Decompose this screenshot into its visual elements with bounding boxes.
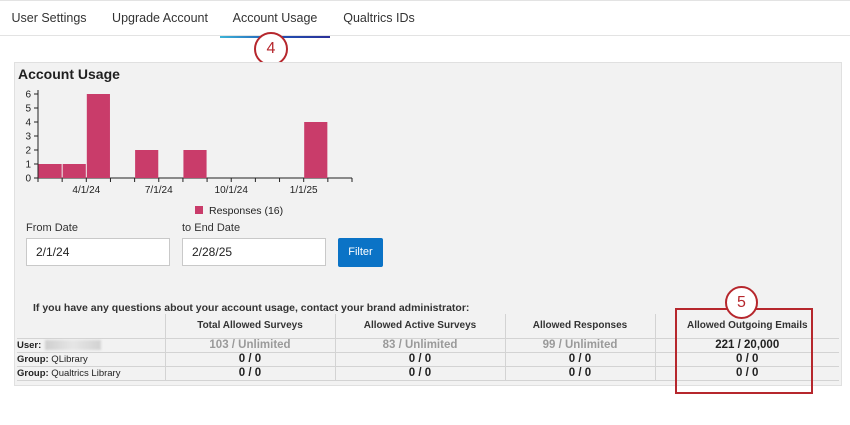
table-header: Allowed Outgoing Emails [654, 314, 839, 339]
row-type: Group: [17, 367, 49, 379]
table-row: Group: Qualtrics Library 0 / 0 0 / 0 0 /… [17, 366, 839, 381]
table-cell: 0 / 0 [334, 352, 505, 367]
tab-qualtrics-ids[interactable]: Qualtrics IDs [343, 11, 415, 25]
to-date-label: to End Date [182, 222, 241, 234]
from-date-label: From Date [26, 222, 78, 234]
row-name: Qualtrics Library [48, 367, 121, 379]
tab-upgrade-account[interactable]: Upgrade Account [112, 11, 208, 25]
table-header: Total Allowed Surveys [164, 314, 335, 339]
section-title: Account Usage [18, 66, 120, 82]
row-type: Group: [17, 353, 49, 365]
tab-user-settings[interactable]: User Settings [11, 11, 87, 25]
table-cell: 103 / Unlimited [164, 338, 335, 353]
table-cell: 0 / 0 [164, 352, 335, 367]
table-cell: 99 / Unlimited [504, 338, 655, 353]
step-callout-5: 5 [725, 286, 758, 319]
table-cell: 0 / 0 [504, 366, 655, 381]
table-cell: 0 / 0 [504, 352, 655, 367]
usage-table: Total Allowed Surveys Allowed Active Sur… [17, 314, 839, 381]
table-cell: 0 / 0 [164, 366, 335, 381]
row-label: Group: QLibrary [17, 352, 165, 367]
row-name: QLibrary [48, 353, 88, 365]
filter-button[interactable]: Filter [338, 238, 383, 267]
table-header [17, 314, 165, 339]
row-label: Group: Qualtrics Library [17, 366, 165, 381]
admin-notice: If you have any questions about your acc… [33, 302, 470, 314]
table-row: User: 103 / Unlimited 83 / Unlimited 99 … [17, 338, 839, 353]
from-date-input[interactable]: 2/1/24 [26, 238, 170, 266]
tab-bar: User Settings Upgrade Account Account Us… [0, 0, 850, 38]
table-cell: 83 / Unlimited [334, 338, 505, 353]
table-cell: 0 / 0 [654, 352, 839, 367]
table-cell: 0 / 0 [654, 366, 839, 381]
to-date-input[interactable]: 2/28/25 [182, 238, 326, 266]
table-cell: 0 / 0 [334, 366, 505, 381]
outgoing-emails-highlight [675, 308, 813, 394]
row-label: User: [17, 338, 165, 353]
table-cell: 221 / 20,000 [654, 338, 839, 353]
row-type: User: [17, 339, 42, 351]
table-header: Allowed Responses [504, 314, 655, 339]
redacted-user-name [45, 339, 102, 350]
table-row: Group: QLibrary 0 / 0 0 / 0 0 / 0 0 / 0 [17, 352, 839, 367]
table-header: Allowed Active Surveys [334, 314, 505, 339]
step-callout-4: 4 [254, 32, 288, 66]
